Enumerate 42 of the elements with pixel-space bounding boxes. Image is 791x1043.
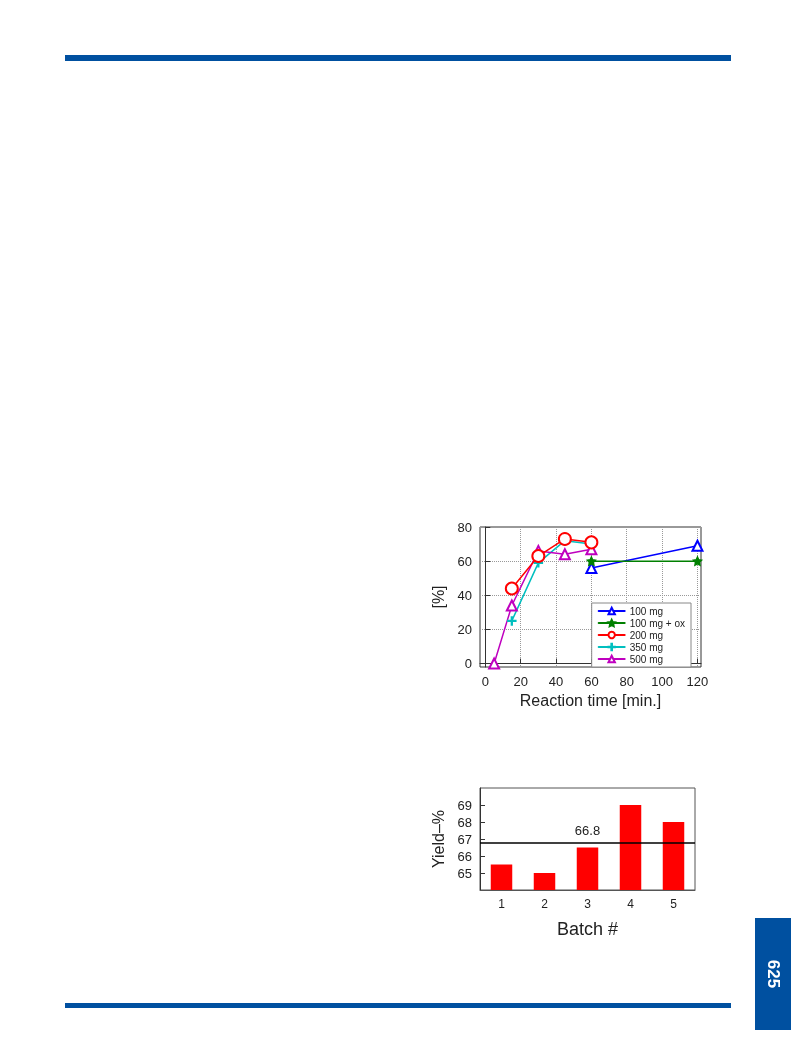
x-axis-title: Batch #: [556, 919, 619, 939]
y-axis-title: Yield–%: [430, 809, 448, 869]
point: [531, 549, 546, 564]
y-tick-label: 69: [457, 797, 472, 813]
y-tick-label: 20: [457, 621, 472, 637]
y-tick-label: 0: [464, 656, 472, 672]
x-tick-label: 20: [513, 674, 528, 689]
y-tick-label: 67: [457, 831, 472, 847]
point: [558, 548, 571, 561]
point: [504, 581, 519, 596]
x-tick-label: 3: [584, 897, 592, 911]
legend-label: 350 mg: [629, 641, 664, 653]
x-tick-label: 0: [481, 674, 489, 689]
x-tick-label: 80: [619, 674, 634, 689]
point: [584, 535, 599, 550]
legend-label: 100 mg + ox: [629, 617, 685, 629]
y-tick-label: 68: [457, 814, 472, 830]
y-tick-label: 65: [457, 865, 472, 881]
point: [505, 599, 518, 612]
y-axis-title: [%]: [430, 585, 448, 609]
x-tick-label: 40: [548, 674, 564, 689]
point: [488, 657, 501, 670]
point: [692, 556, 703, 566]
point: [557, 531, 572, 546]
x-tick-label: 2: [541, 897, 549, 911]
y-tick-label: 60: [457, 553, 472, 569]
x-tick-label: 4: [627, 897, 635, 911]
page-tab: 625: [755, 918, 791, 1030]
x-axis-title: Reaction time [min.]: [519, 692, 662, 710]
y-tick-label: 80: [457, 519, 472, 535]
x-tick-label: 60: [584, 674, 599, 689]
x-tick-label: 5: [670, 897, 678, 911]
point: [507, 616, 517, 626]
x-tick-label: 120: [686, 674, 709, 689]
x-tick-label: 1: [498, 897, 506, 911]
x-tick-label: 100: [651, 674, 673, 689]
y-tick-label: 66: [457, 848, 472, 864]
legend-label: 500 mg: [629, 653, 664, 665]
ref-line-label: 66.8: [574, 823, 601, 839]
y-tick-label: 40: [457, 587, 472, 603]
legend-label: 100 mg: [629, 605, 664, 617]
legend-label: 200 mg: [629, 629, 664, 641]
